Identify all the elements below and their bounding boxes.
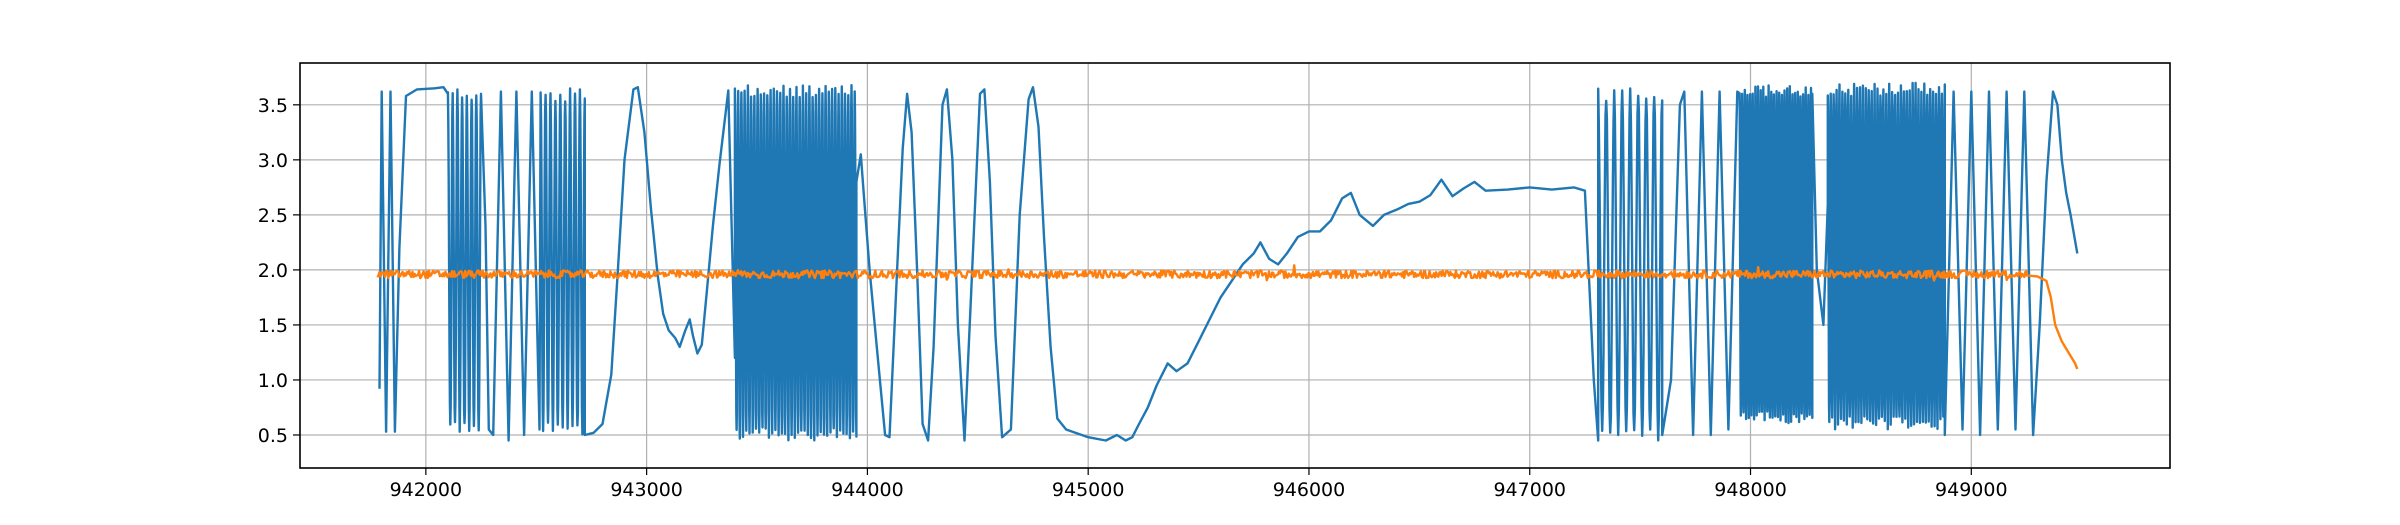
y-tick-label: 1.0: [258, 370, 288, 392]
y-tick-label: 3.5: [258, 95, 288, 117]
x-tick-label: 946000: [1273, 479, 1346, 501]
x-tick-label: 943000: [610, 479, 683, 501]
x-tick-label: 948000: [1714, 479, 1787, 501]
series-line-1: [378, 81, 2079, 442]
y-tick-label: 1.5: [258, 315, 288, 337]
y-tick-label: 2.5: [258, 205, 288, 227]
y-tick-label: 0.5: [258, 425, 288, 447]
x-axis-ticks: 942000 943000 944000 945000 946000 947000 9480…: [390, 468, 2008, 501]
x-tick-label: 944000: [831, 479, 904, 501]
y-axis-ticks: 0.5 1.0 1.5 2.0 2.5 3.0 3.5: [258, 95, 300, 447]
x-tick-label: 947000: [1493, 479, 1566, 501]
x-tick-label: 945000: [1052, 479, 1125, 501]
y-tick-label: 3.0: [258, 150, 288, 172]
x-tick-label: 942000: [390, 479, 463, 501]
series-line-2: [376, 264, 2079, 370]
plot-frame: [299, 62, 2171, 469]
x-tick-label: 949000: [1935, 479, 2008, 501]
series-layer: [376, 81, 2079, 442]
y-tick-label: 2.0: [258, 260, 288, 282]
